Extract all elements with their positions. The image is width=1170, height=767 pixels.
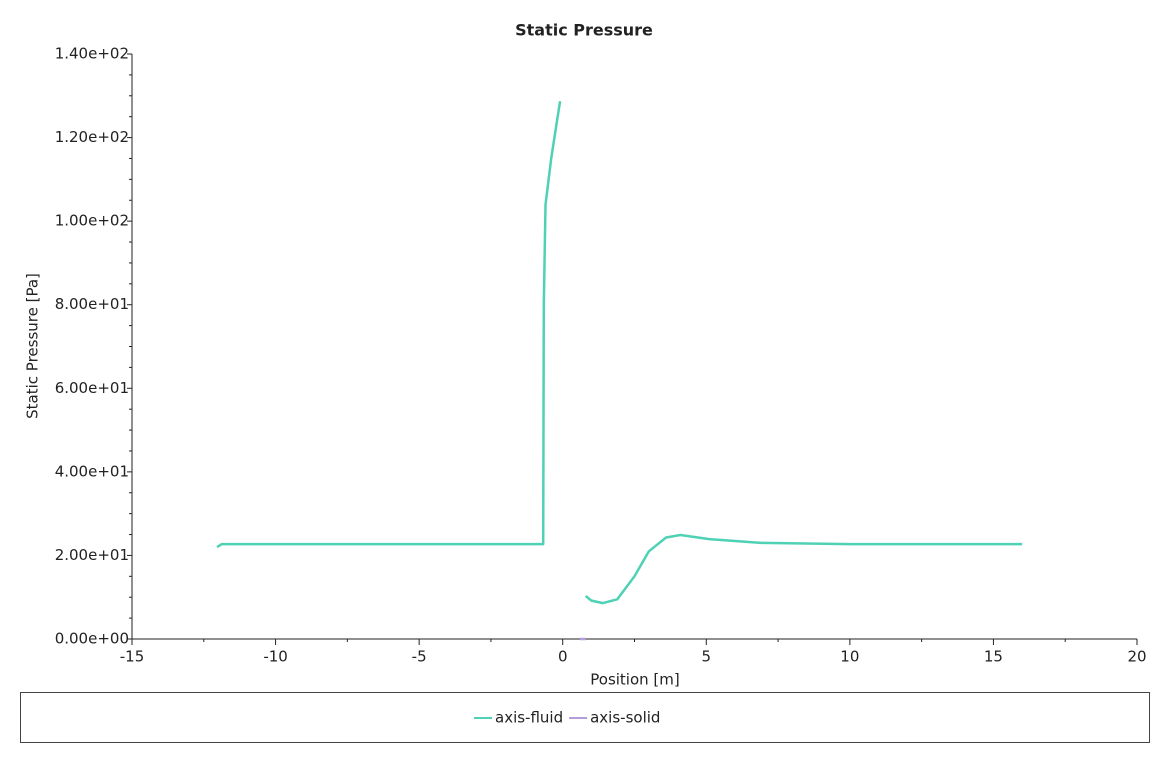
y-axis-label: Static Pressure [Pa] [24, 273, 42, 419]
legend-label: axis-fluid [495, 709, 563, 727]
y-tick-label: 1.20e+02 [55, 128, 129, 146]
x-tick-label: 15 [984, 648, 1003, 666]
y-tick-label: 1.00e+02 [55, 212, 129, 230]
y-tick-label: 8.00e+01 [55, 295, 129, 313]
x-axis-label: Position [m] [590, 671, 680, 689]
x-tick-label: -10 [263, 648, 288, 666]
y-tick-label: 2.00e+01 [55, 546, 129, 564]
series-line [216, 101, 1023, 605]
legend-label: axis-solid [590, 709, 660, 727]
x-tick-label: 10 [840, 648, 859, 666]
y-tick-label: 0.00e+00 [55, 630, 129, 648]
y-tick-label: 6.00e+01 [55, 379, 129, 397]
x-tick-label: 5 [702, 648, 712, 666]
y-tick-label: 1.40e+02 [55, 45, 129, 63]
x-tick-label: 0 [558, 648, 568, 666]
legend-box [20, 692, 1150, 743]
x-tick-label: 20 [1127, 648, 1146, 666]
x-tick-label: -5 [412, 648, 427, 666]
chart-title: Static Pressure [515, 21, 653, 40]
y-tick-label: 4.00e+01 [55, 462, 129, 480]
x-tick-label: -15 [120, 648, 145, 666]
